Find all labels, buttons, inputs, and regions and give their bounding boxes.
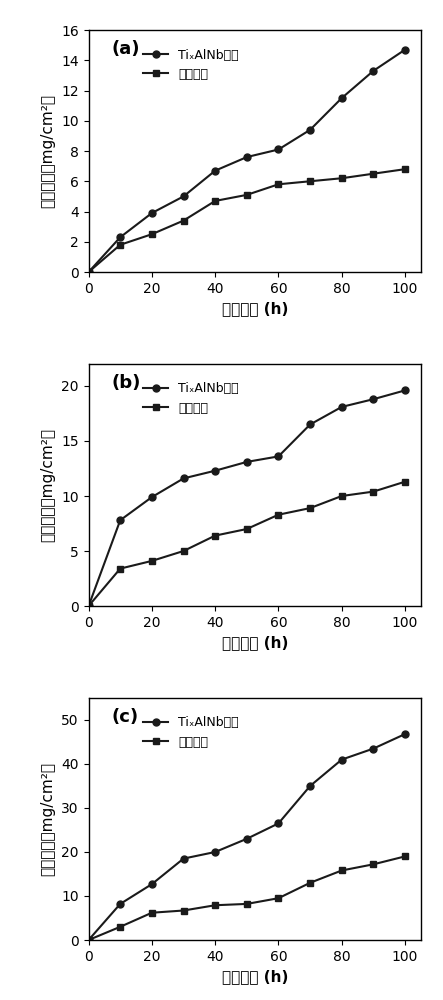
TiₓAlNb基体	[371, 65, 376, 77]
复合涂层	[149, 907, 155, 919]
TiₓAlNb基体	[402, 44, 408, 56]
TiₓAlNb基体	[117, 514, 123, 526]
复合涂层	[307, 175, 313, 187]
TiₓAlNb基体	[86, 934, 91, 946]
复合涂层	[371, 168, 376, 180]
TiₓAlNb基体	[339, 754, 344, 766]
Line: 复合涂层: 复合涂层	[85, 853, 408, 943]
TiₓAlNb基体	[213, 165, 218, 177]
Text: (b): (b)	[112, 374, 141, 392]
X-axis label: 氧化时间 (h): 氧化时间 (h)	[222, 301, 288, 316]
复合涂层	[86, 600, 91, 612]
TiₓAlNb基体	[276, 143, 281, 155]
TiₓAlNb基体	[86, 266, 91, 278]
TiₓAlNb基体	[181, 190, 186, 202]
复合涂层	[402, 163, 408, 175]
TiₓAlNb基体	[339, 92, 344, 104]
TiₓAlNb基体	[276, 817, 281, 829]
TiₓAlNb基体	[86, 600, 91, 612]
复合涂层	[371, 486, 376, 498]
复合涂层	[181, 905, 186, 917]
TiₓAlNb基体	[276, 450, 281, 462]
TiₓAlNb基体	[339, 401, 344, 413]
Line: TiₓAlNb基体: TiₓAlNb基体	[85, 46, 408, 275]
Y-axis label: 氧化増重（mg/cm²）: 氧化増重（mg/cm²）	[41, 428, 56, 542]
复合涂层	[86, 266, 91, 278]
复合涂层	[276, 509, 281, 521]
Line: 复合涂层: 复合涂层	[85, 166, 408, 275]
复合涂层	[213, 195, 218, 207]
复合涂层	[276, 892, 281, 904]
TiₓAlNb基体	[149, 207, 155, 219]
X-axis label: 氧化时间 (h): 氧化时间 (h)	[222, 635, 288, 650]
TiₓAlNb基体	[244, 456, 249, 468]
Y-axis label: 氧化増重（mg/cm²）: 氧化増重（mg/cm²）	[41, 762, 56, 876]
X-axis label: 氧化时间 (h): 氧化时间 (h)	[222, 969, 288, 984]
TiₓAlNb基体	[244, 833, 249, 845]
复合涂层	[117, 921, 123, 933]
复合涂层	[244, 898, 249, 910]
Legend: TiₓAlNb基体, 复合涂层: TiₓAlNb基体, 复合涂层	[138, 711, 244, 754]
复合涂层	[117, 239, 123, 251]
TiₓAlNb基体	[117, 898, 123, 910]
TiₓAlNb基体	[402, 728, 408, 740]
复合涂层	[213, 899, 218, 911]
复合涂层	[213, 530, 218, 542]
Text: (c): (c)	[112, 708, 139, 726]
TiₓAlNb基体	[149, 491, 155, 503]
TiₓAlNb基体	[213, 846, 218, 858]
复合涂层	[339, 490, 344, 502]
复合涂层	[307, 877, 313, 889]
TiₓAlNb基体	[307, 780, 313, 792]
复合涂层	[86, 934, 91, 946]
复合涂层	[339, 864, 344, 876]
TiₓAlNb基体	[371, 743, 376, 755]
复合涂层	[244, 189, 249, 201]
Line: 复合涂层: 复合涂层	[85, 478, 408, 609]
复合涂层	[149, 228, 155, 240]
复合涂层	[402, 850, 408, 862]
复合涂层	[149, 555, 155, 567]
TiₓAlNb基体	[181, 472, 186, 484]
复合涂层	[339, 172, 344, 184]
TiₓAlNb基体	[307, 124, 313, 136]
Line: TiₓAlNb基体: TiₓAlNb基体	[85, 387, 408, 609]
TiₓAlNb基体	[402, 384, 408, 396]
Legend: TiₓAlNb基体, 复合涂层: TiₓAlNb基体, 复合涂层	[138, 44, 244, 86]
Legend: TiₓAlNb基体, 复合涂层: TiₓAlNb基体, 复合涂层	[138, 377, 244, 420]
复合涂层	[244, 523, 249, 535]
复合涂层	[276, 178, 281, 190]
Text: (a): (a)	[112, 40, 140, 58]
TiₓAlNb基体	[213, 465, 218, 477]
复合涂层	[371, 858, 376, 870]
TiₓAlNb基体	[117, 231, 123, 243]
TiₓAlNb基体	[149, 878, 155, 890]
复合涂层	[181, 545, 186, 557]
TiₓAlNb基体	[181, 853, 186, 865]
复合涂层	[181, 215, 186, 227]
TiₓAlNb基体	[371, 393, 376, 405]
复合涂层	[117, 563, 123, 575]
复合涂层	[402, 476, 408, 488]
TiₓAlNb基体	[307, 418, 313, 430]
TiₓAlNb基体	[244, 151, 249, 163]
Line: TiₓAlNb基体: TiₓAlNb基体	[85, 731, 408, 943]
Y-axis label: 氧化増重（mg/cm²）: 氧化増重（mg/cm²）	[41, 94, 55, 208]
复合涂层	[307, 502, 313, 514]
